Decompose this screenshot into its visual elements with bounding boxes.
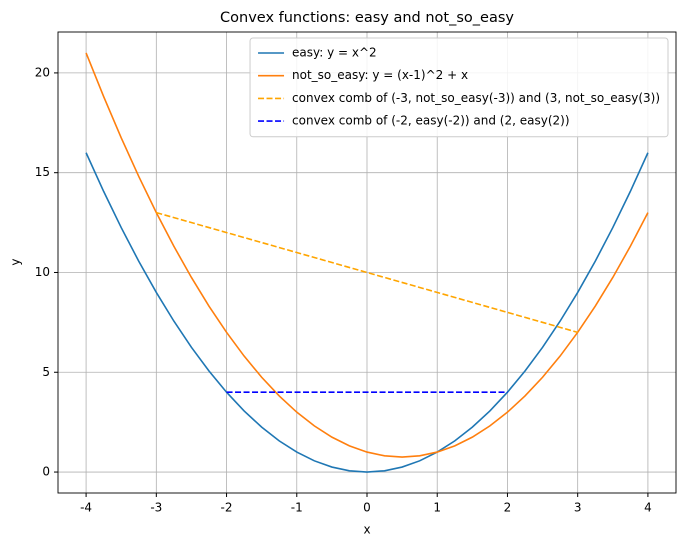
- y-tick-label: 15: [35, 165, 50, 179]
- x-tick-label: 3: [574, 501, 582, 515]
- legend-box: [249, 37, 669, 138]
- x-tick-label: 0: [363, 501, 371, 515]
- legend-label: easy: y = x^2: [292, 46, 377, 60]
- x-tick-label: -4: [80, 501, 92, 515]
- legend-label: convex comb of (-2, easy(-2)) and (2, ea…: [292, 114, 569, 128]
- series-line: [85, 52, 649, 458]
- y-tick-label: 20: [35, 65, 50, 79]
- plot-frame: [57, 31, 677, 494]
- series-line: [85, 152, 649, 473]
- x-axis-label: x: [363, 523, 370, 537]
- x-tick-label: -2: [221, 501, 233, 515]
- y-tick-label: 10: [35, 265, 50, 279]
- legend-label: not_so_easy: y = (x-1)^2 + x: [292, 68, 468, 82]
- legend-label: convex comb of (-3, not_so_easy(-3)) and…: [292, 91, 660, 105]
- y-axis-label: y: [9, 258, 23, 265]
- x-tick-label: 2: [504, 501, 512, 515]
- x-tick-label: 1: [433, 501, 441, 515]
- x-tick-label: 4: [644, 501, 652, 515]
- series-line: [156, 211, 578, 334]
- y-tick-label: 0: [42, 465, 50, 479]
- legend: easy: y = x^2 not_so_easy: y = (x-1)^2 + …: [249, 37, 669, 138]
- y-tick-label: 5: [42, 365, 50, 379]
- x-tick-label: -1: [291, 501, 303, 515]
- chart-title: Convex functions: easy and not_so_easy: [220, 10, 514, 26]
- x-tick-label: -3: [150, 501, 162, 515]
